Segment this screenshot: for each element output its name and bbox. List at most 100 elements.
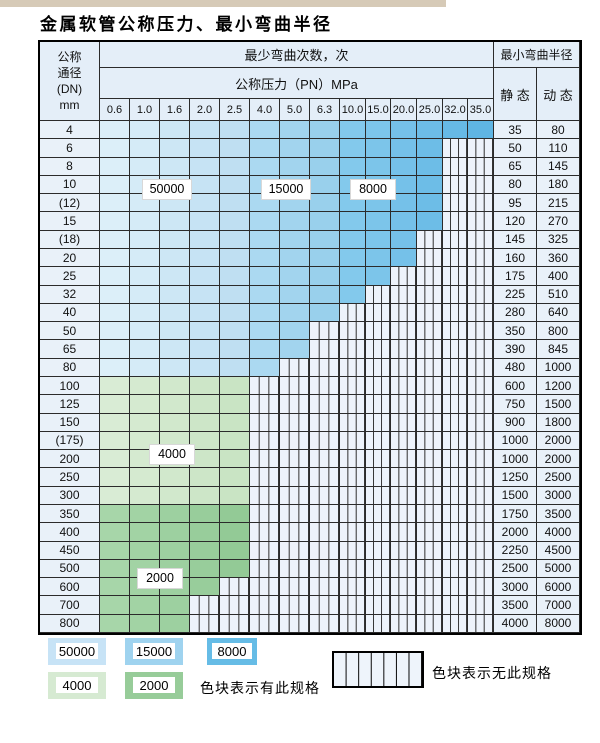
no-spec-cell [391,340,417,359]
no-spec-cell [417,322,443,341]
spec-cell [130,249,160,268]
dn-cell: 8 [40,157,100,176]
static-value-cell: 175 [494,267,537,286]
pressure-column-header: 2.0 [190,99,220,121]
no-spec-cell [468,614,494,633]
spec-cell [468,121,494,140]
no-spec-cell [443,175,468,195]
spec-cell [340,121,366,140]
cycle-count-label: 4000 [149,443,195,465]
spec-cell [250,340,280,359]
no-spec-cell [340,614,366,633]
dynamic-value-cell: 1800 [537,413,580,432]
static-value-cell: 145 [494,230,537,249]
static-value-cell: 120 [494,212,537,231]
spec-cell [130,322,160,341]
dn-header-label: 公称 通径 (DN) mm [56,50,83,112]
spec-cell [310,303,340,323]
no-spec-cell [468,377,494,396]
spec-cell [310,230,340,249]
dynamic-value-cell: 110 [537,139,580,158]
spec-cell [280,340,310,359]
dynamic-value-cell: 180 [537,175,580,195]
spec-cell [280,157,310,176]
no-spec-cell [468,431,494,451]
no-spec-cell [366,322,391,341]
legend-swatch-label: 50000 [56,643,98,659]
pressure-column-header: 35.0 [468,99,494,121]
no-spec-cell [250,523,280,542]
spec-cell [160,377,190,396]
spec-cell [190,175,220,195]
no-spec-cell [340,523,366,542]
no-spec-cell [250,596,280,615]
spec-cell [391,249,417,268]
no-spec-cell [310,505,340,524]
spec-cell [190,121,220,140]
no-spec-cell [468,468,494,487]
no-spec-cell [468,559,494,579]
dn-cell: 150 [40,413,100,432]
cycle-count-label: 50000 [142,178,192,200]
no-spec-cell [468,285,494,304]
spec-cell [280,322,310,341]
spec-cell [366,267,391,286]
spec-cell [310,121,340,140]
spec-cell [160,340,190,359]
static-value-cell: 480 [494,358,537,377]
spec-cell [310,157,340,176]
spec-cell [220,139,250,158]
spec-cell [100,450,130,469]
no-spec-cell [443,413,468,432]
pressure-column-header: 25.0 [417,99,443,121]
no-spec-cell [340,395,366,414]
radius-header-cell: 最小弯曲半径 [494,42,580,68]
no-spec-cell [310,431,340,451]
spec-cell [190,194,220,213]
spec-cell [366,139,391,158]
spec-cell [250,212,280,231]
no-spec-cell [280,486,310,505]
spec-cell [250,267,280,286]
spec-cell [310,194,340,213]
no-spec-cell [443,450,468,469]
dn-cell: (12) [40,194,100,213]
no-spec-cell [340,340,366,359]
legend-swatch-label: 2000 [133,677,175,693]
spec-cell [391,157,417,176]
no-spec-cell [468,358,494,377]
spec-cell [391,121,417,140]
spec-cell [220,523,250,542]
static-value-cell: 2250 [494,541,537,560]
static-value-cell: 350 [494,322,537,341]
spec-cell [190,230,220,249]
no-spec-cell [417,285,443,304]
dynamic-value-cell: 5000 [537,559,580,579]
no-spec-cell [366,523,391,542]
static-value-cell: 160 [494,249,537,268]
spec-cell [366,230,391,249]
spec-cell [190,505,220,524]
no-spec-cell [468,249,494,268]
no-spec-cell [310,377,340,396]
no-spec-cell [220,578,250,597]
spec-cell [100,578,130,597]
spec-cell [220,541,250,560]
spec-cell [160,468,190,487]
spec-cell [100,303,130,323]
legend-hatch-swatch [332,651,424,688]
spec-cell [160,139,190,158]
no-spec-cell [220,596,250,615]
dynamic-value-cell: 4000 [537,523,580,542]
no-spec-cell [220,614,250,633]
spec-cell [280,212,310,231]
no-spec-cell [280,413,310,432]
no-spec-cell [417,395,443,414]
spec-cell [160,413,190,432]
spec-cell [220,559,250,579]
no-spec-cell [417,267,443,286]
spec-cell [100,358,130,377]
no-spec-cell [366,596,391,615]
dynamic-value-cell: 215 [537,194,580,213]
spec-cell [190,249,220,268]
